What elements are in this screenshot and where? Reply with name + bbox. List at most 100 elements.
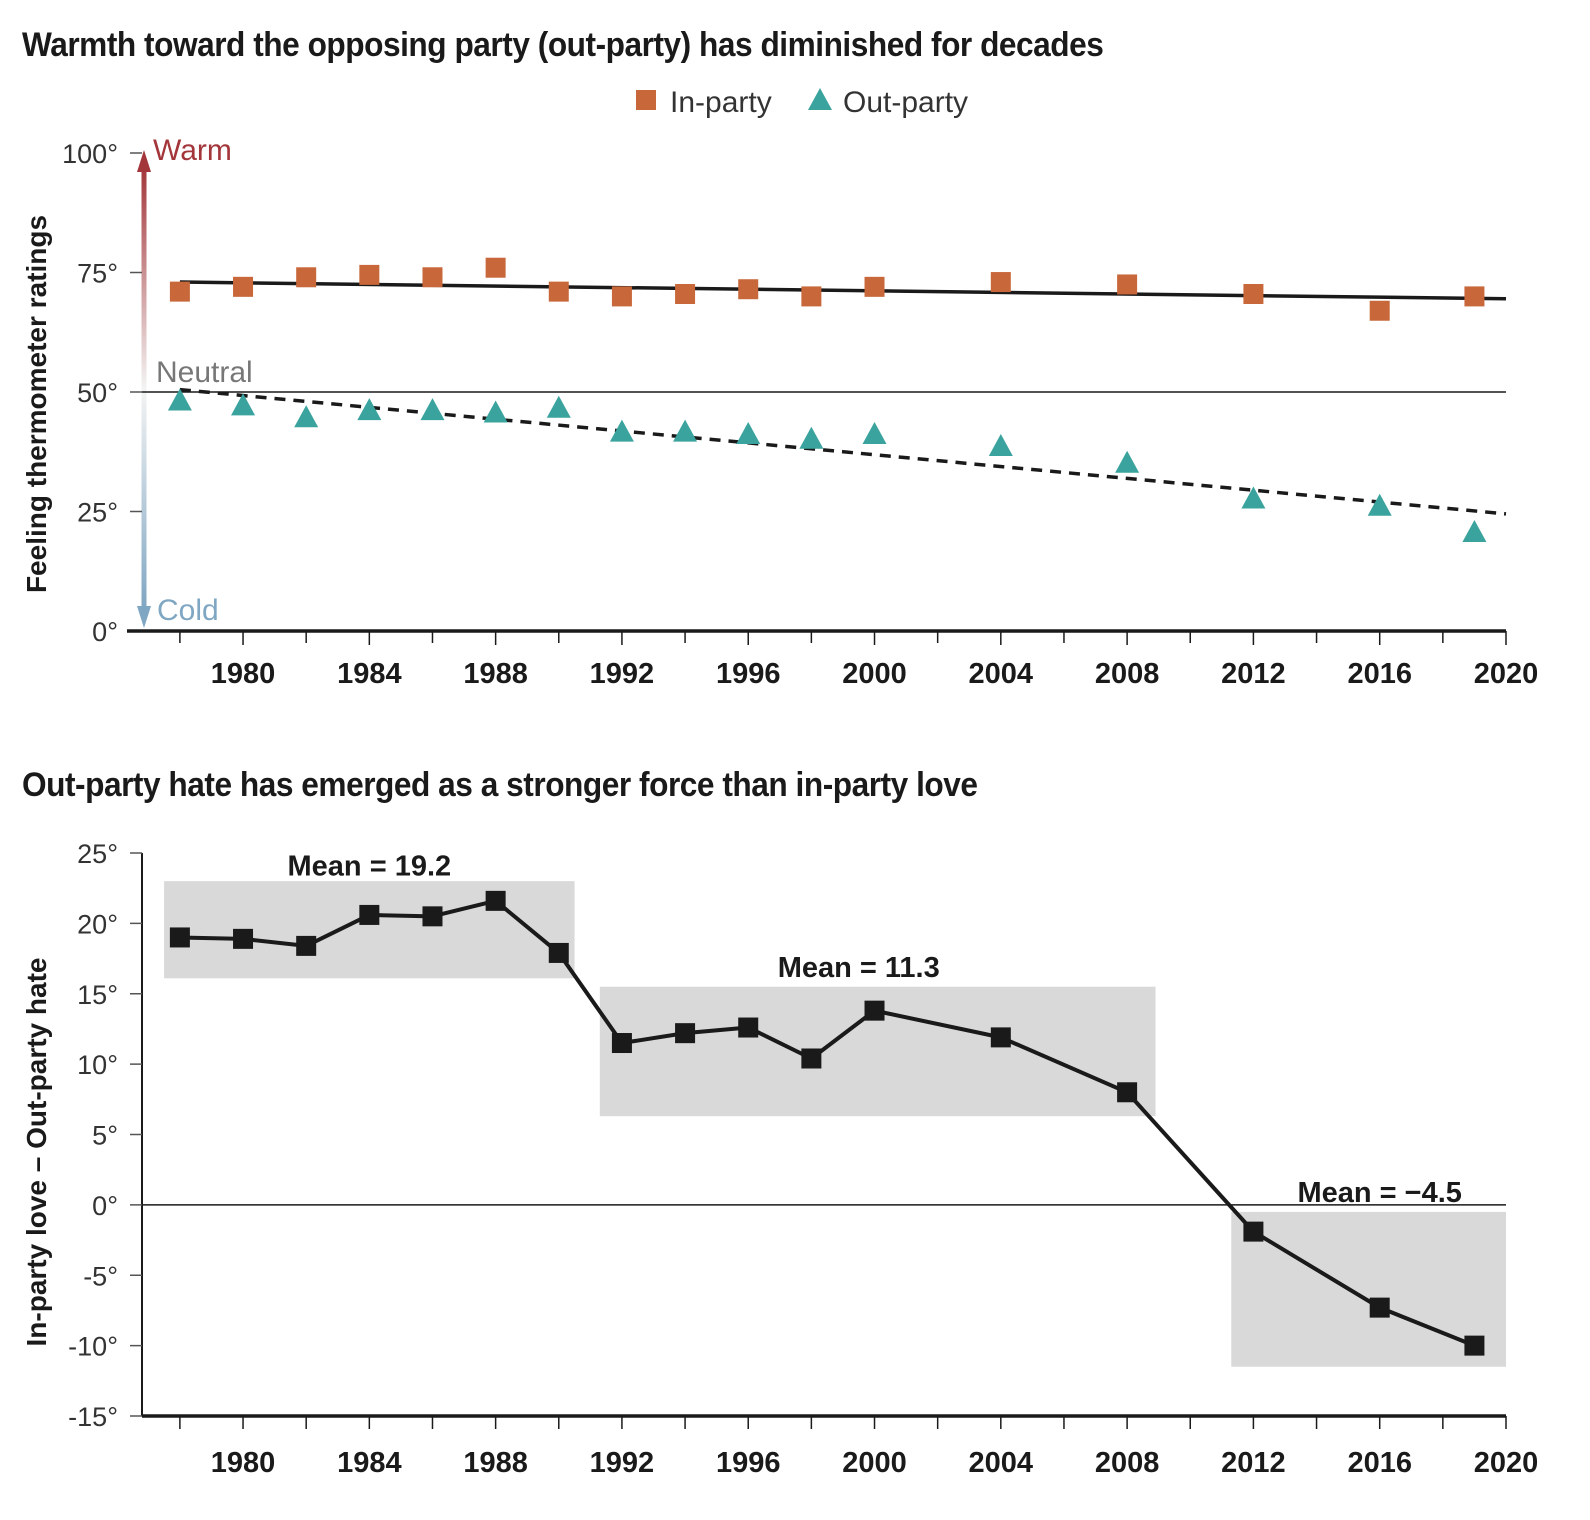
y-tick-label: 10°	[77, 1050, 118, 1080]
difference-point	[611, 1033, 632, 1054]
difference-point	[1117, 1082, 1138, 1103]
in-party-point	[1464, 286, 1485, 307]
x-tick-label: 2016	[1347, 658, 1412, 690]
y-tick-label: 25°	[77, 839, 118, 869]
x-tick-label: 2016	[1347, 1447, 1412, 1479]
x-tick-label: 2020	[1474, 658, 1539, 690]
out-party-point	[862, 422, 887, 445]
x-tick-label: 1984	[337, 1447, 402, 1479]
difference-point	[548, 942, 569, 963]
warm-label: Warm	[153, 134, 232, 167]
cold-arrowhead	[137, 606, 151, 628]
out-party-point	[1367, 493, 1392, 516]
warm-arrowhead	[137, 150, 151, 172]
x-tick-label: 2012	[1221, 1447, 1286, 1479]
out-party-point	[799, 426, 824, 449]
out-party-point	[1115, 450, 1140, 473]
out-party-point	[736, 422, 761, 445]
x-tick-label: 2008	[1095, 1447, 1160, 1479]
out-party-trendline	[179, 387, 1507, 516]
mean-label: Mean = 11.3	[778, 952, 940, 984]
warm-cold-scale-bar	[141, 168, 147, 610]
difference-point	[422, 906, 443, 927]
in-party-point	[1369, 300, 1390, 321]
in-party-point	[485, 257, 506, 278]
y-tick-label: 50°	[77, 378, 118, 408]
chart2-title: Out-party hate has emerged as a stronger…	[22, 766, 978, 804]
out-party-point	[988, 433, 1013, 456]
chart1-title: Warmth toward the opposing party (out-pa…	[22, 26, 1104, 64]
x-tick-label: 1992	[590, 1447, 655, 1479]
out-party-point	[673, 419, 698, 442]
difference-point	[1243, 1221, 1264, 1242]
cold-label: Cold	[157, 594, 219, 627]
out-party-point	[546, 395, 571, 418]
mean-label: Mean = 19.2	[288, 851, 452, 883]
y-tick-label: -15°	[68, 1402, 118, 1432]
x-tick-label: 2000	[842, 658, 907, 690]
in-party-point	[1243, 284, 1264, 305]
difference-point	[990, 1027, 1011, 1048]
in-party-point	[359, 264, 380, 285]
neutral-label: Neutral	[156, 356, 253, 389]
difference-point	[169, 927, 190, 948]
y-tick-label: 5°	[92, 1121, 118, 1151]
legend-in-party-label: In-party	[670, 86, 772, 119]
legend-out-party-label: Out-party	[843, 86, 968, 119]
out-party-point	[294, 405, 319, 428]
thermometer-chart: In-party Out-party Warm Neutral Cold 100° 75° 5…	[21, 86, 1539, 690]
y-tick-label: -10°	[68, 1332, 118, 1362]
in-party-point	[738, 279, 759, 300]
mean-label: Mean = −4.5	[1297, 1177, 1461, 1209]
x-tick-label: 1996	[716, 658, 781, 690]
y-tick-label: 100°	[62, 139, 118, 169]
in-party-point	[1117, 274, 1138, 295]
in-party-point	[548, 281, 569, 302]
x-tick-label: 1996	[716, 1447, 781, 1479]
x-tick-label: 2004	[969, 1447, 1034, 1479]
difference-point	[485, 890, 506, 911]
in-party-point	[233, 276, 254, 297]
out-party-point	[167, 388, 192, 411]
in-party-trendline	[179, 280, 1507, 301]
in-party-point	[864, 276, 885, 297]
out-party-point	[231, 393, 256, 416]
legend-in-party-marker	[636, 90, 656, 110]
difference-point	[738, 1017, 759, 1038]
out-party-point	[1241, 486, 1266, 509]
in-party-point	[990, 272, 1011, 293]
y-tick-label: 15°	[77, 980, 118, 1010]
x-tick-label: 2020	[1474, 1447, 1539, 1479]
y-tick-label: 0°	[92, 1191, 118, 1221]
difference-point	[359, 904, 380, 925]
x-tick-label: 1984	[337, 658, 402, 690]
difference-point	[675, 1023, 696, 1044]
in-party-point	[611, 286, 632, 307]
x-tick-label: 1988	[463, 1447, 528, 1479]
x-tick-label: 1988	[463, 658, 528, 690]
x-tick-label: 2000	[842, 1447, 907, 1479]
x-tick-label: 1980	[211, 1447, 276, 1479]
out-party-point	[420, 398, 445, 421]
in-party-point	[801, 286, 822, 307]
difference-point	[801, 1048, 822, 1069]
y-tick-label: 20°	[77, 909, 118, 939]
x-tick-label: 1992	[590, 658, 655, 690]
x-tick-label: 1980	[211, 658, 276, 690]
y-axis-label: Feeling thermometer ratings	[21, 215, 52, 593]
y-tick-label: -5°	[83, 1261, 118, 1291]
y-tick-label: 0°	[92, 617, 118, 647]
in-party-point	[169, 281, 190, 302]
mean-band	[164, 881, 575, 979]
difference-point	[296, 935, 317, 956]
out-party-point	[357, 398, 382, 421]
difference-point	[1464, 1335, 1485, 1356]
in-party-point	[296, 267, 317, 288]
out-party-point	[1462, 520, 1487, 543]
in-party-point	[422, 267, 443, 288]
difference-point	[864, 1000, 885, 1021]
difference-point	[1369, 1297, 1390, 1318]
out-party-point	[483, 400, 508, 423]
x-tick-label: 2004	[969, 658, 1034, 690]
difference-point	[233, 928, 254, 949]
